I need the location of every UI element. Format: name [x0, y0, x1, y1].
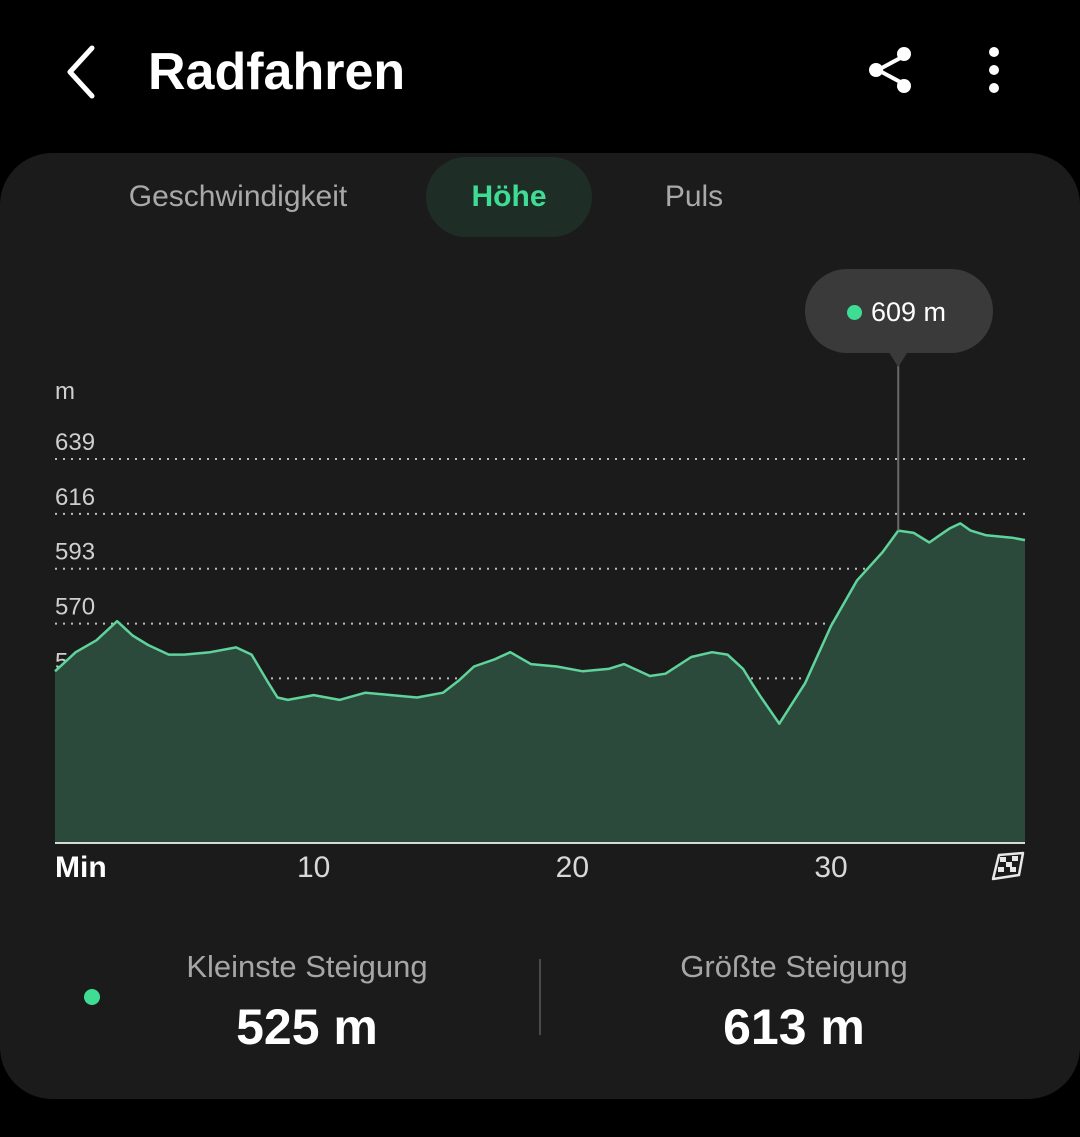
- y-tick-label: 639: [55, 429, 95, 456]
- x-tick-label: 30: [814, 851, 847, 884]
- page-title: Radfahren: [148, 43, 406, 101]
- legend-dot: [84, 989, 100, 1005]
- y-tick-label: 570: [55, 594, 95, 621]
- max-elevation-value: 613 m: [723, 999, 865, 1055]
- tab-pulse[interactable]: Puls: [664, 180, 724, 213]
- x-tick-label: 20: [556, 851, 589, 884]
- min-elevation-value: 525 m: [236, 999, 378, 1055]
- elevation-area: [55, 523, 1025, 843]
- elevation-stats: Kleinste Steigung 525 m Größte Steigung …: [0, 933, 1080, 1073]
- tooltip-pointer: [888, 351, 909, 367]
- tooltip-dot: [847, 305, 862, 320]
- more-vertical-icon[interactable]: [968, 40, 1020, 104]
- y-tick-label: 593: [55, 539, 95, 566]
- value-tooltip: 609 m: [805, 269, 993, 353]
- min-elevation-label: Kleinste Steigung: [186, 949, 428, 984]
- tooltip-value: 609 m: [871, 297, 947, 327]
- app-header: Radfahren: [0, 0, 1080, 150]
- share-icon[interactable]: [860, 40, 924, 104]
- y-axis-unit: m: [55, 378, 75, 405]
- checkered-flag-icon: [991, 851, 1025, 881]
- metric-tabs: Geschwindigkeit Höhe Puls: [0, 153, 1080, 243]
- x-tick-label: 10: [297, 851, 330, 884]
- max-elevation-label: Größte Steigung: [680, 949, 908, 984]
- elevation-line: [54, 522, 1026, 725]
- x-tick-labels: 10 20 30: [297, 851, 848, 884]
- stats-divider: [539, 959, 541, 1035]
- chevron-left-icon[interactable]: [54, 40, 114, 104]
- tab-height[interactable]: Höhe: [426, 157, 592, 237]
- y-tick-label: 616: [55, 484, 95, 511]
- x-axis-unit: Min: [55, 851, 107, 884]
- chart-card: Geschwindigkeit Höhe Puls m 501524547570…: [0, 153, 1080, 1099]
- tab-speed[interactable]: Geschwindigkeit: [128, 180, 348, 213]
